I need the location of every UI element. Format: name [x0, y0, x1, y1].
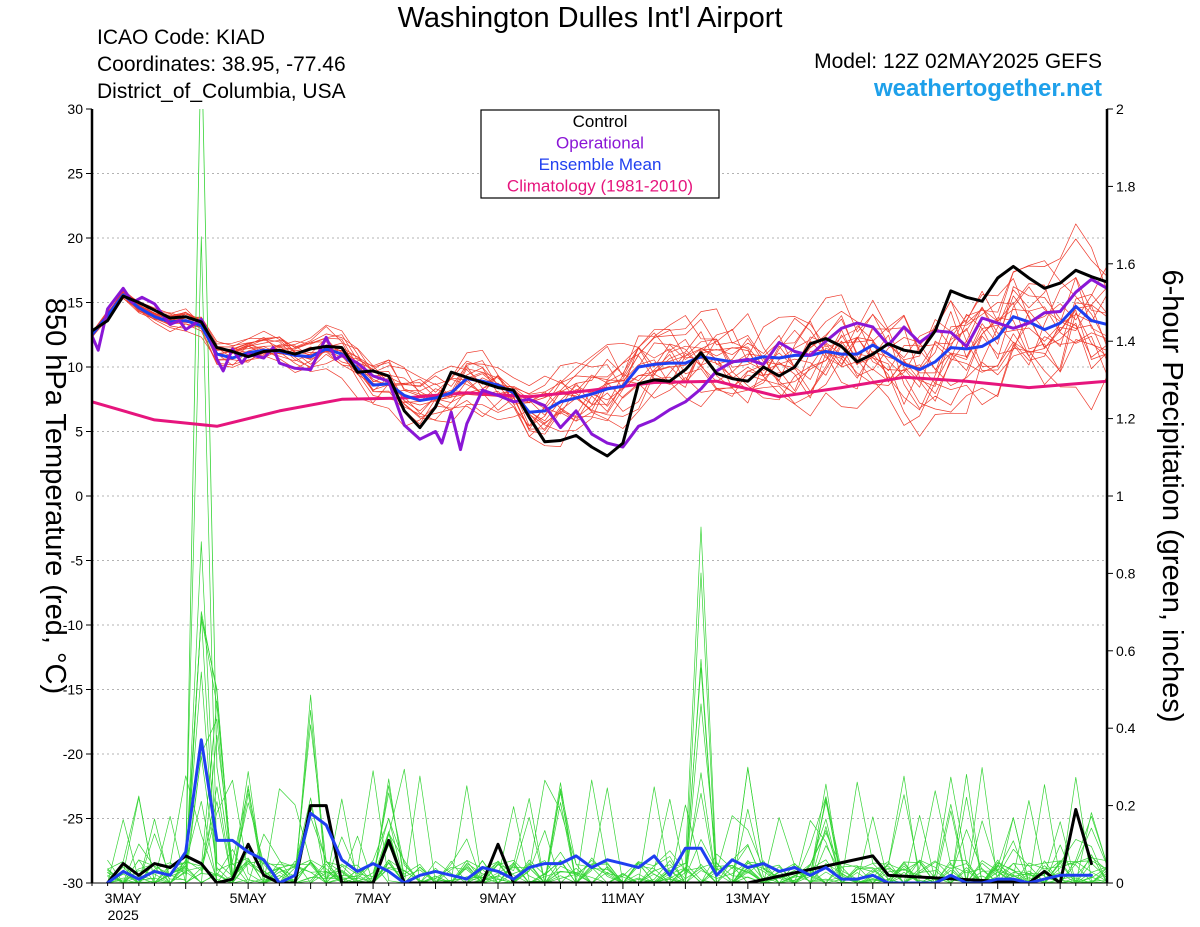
left-tick-label: 20: [67, 230, 83, 246]
left-tick-label: 30: [67, 101, 83, 117]
region: District_of_Columbia, USA: [97, 80, 346, 103]
x-tick-label: 17MAY: [975, 890, 1021, 906]
member-temp-line: [92, 265, 1107, 435]
right-tick-label: 1.8: [1116, 178, 1136, 194]
temp-series-control: [92, 264, 1107, 458]
left-tick-label: 5: [75, 424, 83, 440]
member-temp-line: [92, 294, 1107, 437]
right-tick-label: 1.6: [1116, 256, 1136, 272]
left-tick-label: 0: [75, 488, 83, 504]
precip-series-control: [106, 804, 1093, 883]
legend-box: [480, 109, 720, 199]
chart-title: Washington Dulles Int'l Airport: [397, 2, 783, 34]
left-tick-label: -5: [71, 553, 84, 569]
y-axis-left-label: 850 hPa Temperature (red, °C): [39, 298, 71, 694]
icao-code: ICAO Code: KIAD: [97, 26, 266, 49]
left-tick-label: -15: [63, 682, 83, 698]
model-run: Model: 12Z 02MAY2025 GEFS: [814, 50, 1102, 73]
left-tick-label: -20: [63, 746, 83, 762]
plot-area: [92, 109, 1107, 883]
temp-series-ensemble-mean: [92, 293, 1107, 414]
left-tick-label: 10: [67, 359, 83, 375]
temp-series-operational: [92, 277, 1107, 452]
x-tick-label: 9MAY: [479, 890, 517, 906]
right-tick-label: 1.2: [1116, 411, 1136, 427]
member-precip-line: [185, 109, 233, 876]
right-tick-label: 2: [1116, 101, 1124, 117]
member-precip-line: [107, 541, 1107, 883]
member-precip-line: [107, 667, 1107, 883]
x-tick-label: 3MAY: [105, 890, 143, 906]
member-precip-line: [107, 770, 1107, 883]
temp-series-climatology-1981-2010: [92, 375, 1107, 428]
legend-item: Control: [573, 112, 628, 131]
member-precip-line: [107, 671, 1107, 883]
member-temp-line: [92, 286, 1107, 427]
right-tick-label: 0.2: [1116, 798, 1136, 814]
right-tick-label: 0: [1116, 875, 1124, 891]
left-tick-label: 25: [67, 166, 83, 182]
member-precip-line: [107, 526, 1107, 883]
precip-series-ensemble-mean: [106, 738, 1093, 883]
member-precip-line: [107, 236, 1107, 883]
legend-item: Ensemble Mean: [539, 155, 662, 174]
left-tick-label: -10: [63, 617, 83, 633]
legend-item: Climatology (1981-2010): [507, 177, 693, 196]
left-tick-label: -30: [63, 875, 83, 891]
member-temp-line: [92, 295, 1107, 409]
right-tick-label: 0.6: [1116, 643, 1136, 659]
x-tick-label: 15MAY: [850, 890, 896, 906]
left-tick-label: 15: [67, 295, 83, 311]
x-tick-sublabel: 2025: [108, 907, 139, 923]
member-temp-line: [92, 295, 1107, 399]
right-tick-label: 1.4: [1116, 333, 1136, 349]
member-temp-line: [92, 291, 1107, 422]
coordinates: Coordinates: 38.95, -77.46: [97, 53, 346, 76]
member-precip-line: [107, 756, 1107, 883]
right-tick-label: 0.4: [1116, 720, 1136, 736]
legend: Control Operational Ensemble Mean Climatolo…: [480, 109, 720, 199]
x-tick-label: 13MAY: [725, 890, 771, 906]
site-link[interactable]: weathertogether.net: [873, 75, 1102, 102]
y-axis-right-label: 6-hour Precipitation (green, inches): [1156, 270, 1188, 723]
x-tick-label: 7MAY: [355, 890, 393, 906]
right-tick-label: 0.8: [1116, 565, 1136, 581]
member-temp-line: [92, 276, 1107, 431]
left-tick-label: -25: [63, 811, 83, 827]
x-tick-label: 11MAY: [601, 890, 645, 906]
legend-item: Operational: [556, 134, 644, 153]
x-tick-label: 5MAY: [230, 890, 268, 906]
member-temp-line: [92, 286, 1107, 427]
right-tick-label: 1: [1116, 488, 1124, 504]
